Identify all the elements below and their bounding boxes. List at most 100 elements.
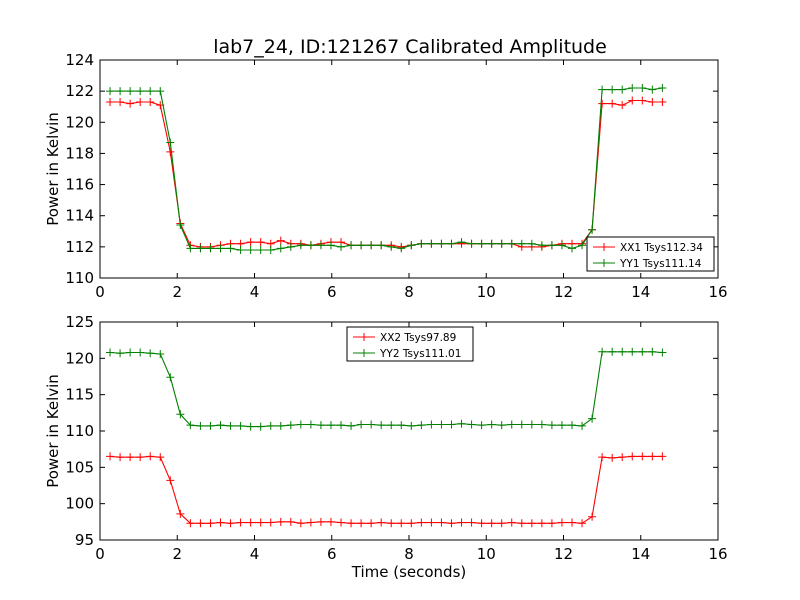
top-series-1-point	[246, 238, 255, 247]
top-y-tick-label: 112	[65, 238, 94, 256]
top-x-tick-label: 16	[708, 283, 727, 301]
bottom-series-1-point	[326, 517, 335, 526]
bottom-series-2-point	[457, 419, 466, 428]
bottom-x-tick-label: 2	[172, 545, 182, 563]
bottom-series-1-point	[286, 517, 295, 526]
bottom-series-2-point	[588, 414, 597, 423]
top-y-tick-label: 122	[65, 82, 94, 100]
top-series-2-point	[347, 241, 356, 250]
bottom-series-2-point	[567, 421, 576, 430]
top-series-2-point	[658, 84, 667, 93]
bottom-series-1-point	[397, 519, 406, 528]
bottom-series-1-point	[457, 518, 466, 527]
top-series-2-point	[256, 245, 265, 254]
top-series-2-point	[116, 87, 125, 96]
top-x-tick-label: 12	[554, 283, 573, 301]
top-series-1-point	[638, 96, 647, 105]
bottom-series-1-point	[517, 519, 526, 528]
bottom-series-1-point	[497, 519, 506, 528]
bottom-series-1-point	[126, 453, 135, 462]
bottom-series-2-point	[146, 349, 155, 358]
top-y-tick-label: 120	[65, 113, 94, 131]
bottom-series-1-point	[276, 517, 285, 526]
bottom-series-2-point	[266, 421, 275, 430]
top-series-2-point	[608, 85, 617, 94]
top-series-2-point	[156, 87, 165, 96]
bottom-series-2-point	[236, 421, 245, 430]
top-series-1-point	[628, 96, 637, 105]
bottom-series-2-point	[176, 410, 185, 419]
top-panel: 0 2 4 6 8 10 12 14 16 110 112 114 116 118 120 122 124 Pow…	[44, 51, 728, 301]
top-series-2-point	[507, 239, 516, 248]
bottom-x-tick-label: 0	[95, 545, 105, 563]
bottom-series-2-point	[467, 420, 476, 429]
bottom-x-axis-label: Time (seconds)	[351, 563, 467, 581]
bottom-legend-label: YY2 Tsys111.01	[379, 348, 461, 360]
top-x-tick-label: 8	[404, 283, 414, 301]
top-series-2-point	[457, 238, 466, 247]
bottom-series-1-point	[477, 519, 486, 528]
bottom-series-1-point	[588, 512, 597, 521]
top-series-2-point	[447, 239, 456, 248]
top-series-2-point	[126, 87, 135, 96]
bottom-series-2-point	[427, 420, 436, 429]
top-series-1-point	[136, 98, 145, 107]
bottom-series-1-point	[106, 452, 115, 461]
bottom-series-1-point	[176, 509, 185, 518]
top-series-2-point	[316, 241, 325, 250]
bottom-series-1-point	[648, 452, 657, 461]
bottom-series-1-point	[608, 453, 617, 462]
bottom-series-2-point	[226, 421, 235, 430]
bottom-series-1-point	[186, 519, 195, 528]
bottom-y-tick-label: 120	[65, 349, 94, 367]
top-x-tick-label: 10	[477, 283, 496, 301]
top-series-2-point	[537, 241, 546, 250]
bottom-series-1-point	[216, 518, 225, 527]
bottom-series-1-point	[296, 519, 305, 528]
bottom-series-1-point	[387, 519, 396, 528]
bottom-series-2-point	[306, 420, 315, 429]
top-series-2-point	[206, 244, 215, 253]
bottom-series-2-point	[186, 421, 195, 430]
top-y-axis-label: Power in Kelvin	[44, 112, 62, 226]
top-series-1-point	[598, 99, 607, 108]
top-series-2-point	[638, 84, 647, 93]
top-series-2-point	[226, 244, 235, 253]
top-series-1-point	[146, 98, 155, 107]
top-series-2-point	[407, 241, 416, 250]
top-series-2-point	[417, 239, 426, 248]
top-series-2-point	[236, 245, 245, 254]
bottom-series-1-point	[246, 518, 255, 527]
bottom-y-tick-label: 95	[75, 531, 94, 549]
top-series-2-point	[648, 85, 657, 94]
top-series-2-point	[246, 245, 255, 254]
top-legend-label: YY1 Tsys111.14	[619, 258, 702, 270]
top-series-2-point	[557, 241, 566, 250]
bottom-series-1-point	[367, 519, 376, 528]
top-series-2-point	[186, 244, 195, 253]
top-series-2-point	[588, 225, 597, 234]
top-legend	[586, 236, 715, 272]
top-series-2-point	[377, 241, 386, 250]
top-y-tick-label: 116	[65, 176, 94, 194]
bottom-series-2-point	[136, 348, 145, 357]
top-series-2-point	[106, 87, 115, 96]
bottom-y-axis-label: Power in Kelvin	[44, 374, 62, 488]
top-x-tick-label: 14	[631, 283, 650, 301]
bottom-series-1-point	[447, 519, 456, 528]
bottom-series-2-point	[517, 420, 526, 429]
bottom-y-tick-label: 110	[65, 422, 94, 440]
bottom-series-2-point	[437, 420, 446, 429]
bottom-series-2-point	[246, 422, 255, 431]
top-series-2-point	[467, 239, 476, 248]
figure-title: lab7_24, ID:121267 Calibrated Amplitude	[213, 36, 607, 58]
top-series-2-point	[567, 244, 576, 253]
top-series-2-point	[357, 241, 366, 250]
bottom-series-1-point	[628, 452, 637, 461]
bottom-series-1-point	[417, 518, 426, 527]
bottom-series-1-point	[266, 518, 275, 527]
bottom-series-2-point	[447, 420, 456, 429]
bottom-series-2-point	[166, 373, 175, 382]
bottom-series-1-point	[578, 519, 587, 528]
bottom-legend-marker	[360, 333, 368, 341]
